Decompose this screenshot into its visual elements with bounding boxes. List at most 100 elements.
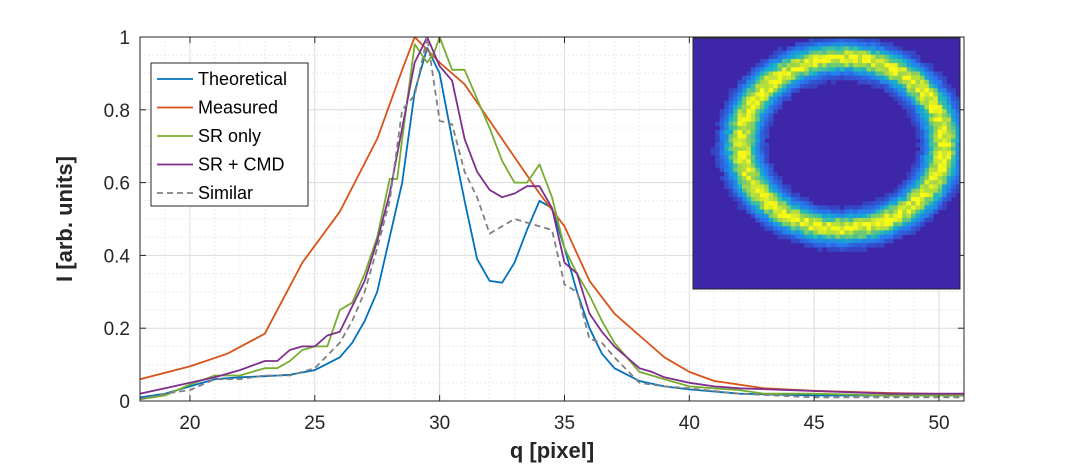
inset-pixel [951,121,956,127]
inset-pixel [768,117,774,123]
inset-pixel [750,75,756,81]
inset-pixel [826,46,832,51]
inset-pixel [946,121,952,127]
inset-pixel [777,176,783,181]
inset-pixel [946,92,952,97]
inset-pixel [746,184,752,189]
legend-label: SR + CMD [198,155,285,175]
inset-pixel [759,217,765,223]
inset-pixel [759,213,765,219]
inset-pixel [764,113,770,118]
inset-pixel [857,213,863,219]
inset-pixel [795,58,801,64]
inset-pixel [728,138,734,143]
inset-pixel [955,104,961,110]
inset-pixel [835,226,841,231]
inset-pixel [875,196,881,202]
inset-pixel [911,79,916,85]
inset-pixel [835,222,841,227]
inset-pixel [764,71,770,77]
inset-pixel [759,67,765,72]
inset-pixel [906,176,912,181]
inset-pixel [897,226,903,231]
inset-pixel [724,184,729,189]
inset-pixel [759,138,765,143]
inset-pixel [737,184,743,189]
inset-pixel [746,163,752,169]
inset-pixel [879,238,885,244]
inset-pixel [777,201,783,206]
inset-pixel [928,100,934,106]
inset-pixel [759,100,765,106]
inset-pixel [768,71,774,77]
inset-pixel [777,58,783,64]
inset-pixel [790,217,796,223]
inset-pixel [764,213,770,219]
inset-pixel [919,117,925,123]
inset-pixel [768,201,774,206]
inset-pixel [853,58,859,64]
inset-pixel [817,226,823,231]
inset-pixel [799,234,805,240]
inset-pixel [911,88,916,93]
inset-pixel [741,163,747,169]
inset-pixel [906,201,912,206]
inset-pixel [822,238,827,244]
inset-pixel [759,104,765,110]
inset-pixel [946,150,952,156]
inset-pixel [915,67,921,72]
inset-pixel [924,155,930,160]
inset-pixel [906,96,912,102]
inset-pixel [862,209,867,215]
inset-pixel [848,71,854,77]
inset-pixel [853,71,859,77]
inset-pixel [853,226,859,231]
inset-pixel [728,150,734,156]
inset-pixel [795,196,801,202]
inset-pixel [773,201,778,206]
inset-pixel [782,63,787,68]
inset-pixel [822,42,827,47]
inset-pixel [755,109,761,114]
inset-pixel [924,196,930,202]
inset-pixel [839,213,845,219]
inset-pixel [835,67,841,72]
inset-pixel [808,213,814,219]
inset-pixel [955,163,961,169]
inset-pixel [737,146,743,152]
inset-pixel [897,184,903,189]
inset-pixel [795,50,801,56]
inset-pixel [764,205,770,210]
inset-pixel [768,79,774,85]
inset-pixel [764,146,770,152]
inset-pixel [848,230,854,236]
inset-pixel [875,67,881,72]
inset-pixel [955,180,961,185]
inset-pixel [928,163,934,169]
inset-pixel [897,75,903,81]
inset-pixel [924,217,930,223]
inset-pixel [715,146,721,152]
inset-pixel [879,46,885,51]
inset-pixel [733,121,738,127]
inset-pixel [773,54,778,60]
inset-pixel [728,134,734,139]
inset-pixel [915,196,921,202]
inset-pixel [902,63,907,68]
inset-pixel [764,171,770,177]
inset-pixel [937,201,943,206]
inset-pixel [897,201,903,206]
inset-pixel [862,247,867,252]
legend-label: Similar [198,183,253,203]
inset-pixel [764,58,770,64]
inset-pixel [942,84,948,89]
inset-pixel [946,113,952,118]
inset-pixel [937,171,943,177]
inset-pixel [759,222,765,227]
inset-pixel [813,205,818,210]
inset-pixel [893,188,899,194]
inset-pixel [902,188,907,194]
inset-pixel [893,79,899,85]
inset-pixel [790,222,796,227]
inset-pixel [928,88,934,93]
